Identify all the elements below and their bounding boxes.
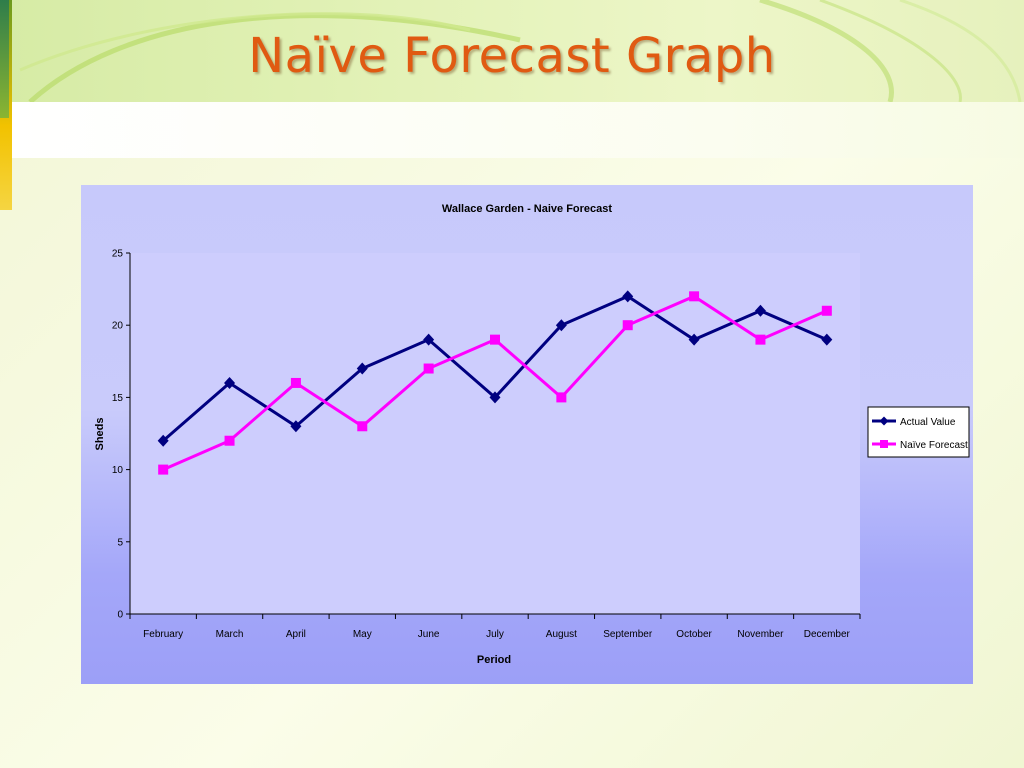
forecast-point — [224, 435, 235, 446]
actual-point — [622, 290, 634, 303]
x-tick-label: July — [486, 629, 504, 640]
actual-point — [423, 333, 435, 346]
line-chart: Wallace Garden - Naive Forecast 0 5 10 15 20… — [94, 203, 970, 666]
actual-point — [821, 333, 833, 346]
x-axis-label: Period — [477, 654, 511, 666]
x-tick-label: August — [546, 629, 577, 640]
actual-point — [489, 391, 501, 404]
actual-point — [688, 333, 700, 346]
y-tick-label: 5 — [117, 537, 123, 548]
actual-point — [754, 304, 766, 317]
white-panel — [12, 102, 1024, 158]
forecast-point — [622, 320, 633, 331]
actual-point — [555, 319, 567, 332]
actual-point — [356, 362, 368, 375]
legend: Actual Value Naïve Forecast — [867, 406, 970, 458]
y-ticks: 0 5 10 15 20 25 — [112, 249, 130, 621]
legend-label-actual: Actual Value — [900, 417, 956, 428]
actual-point — [157, 434, 169, 447]
legend-box — [867, 406, 970, 458]
x-tick-label: April — [286, 629, 306, 640]
x-tick-label: February — [143, 629, 183, 640]
header-band — [0, 0, 1024, 102]
x-ticks: February March April May June July August Septe… — [129, 614, 861, 640]
decorative-swooshes — [19, 0, 1022, 102]
forecast-point — [290, 377, 301, 388]
forecast-point — [423, 363, 434, 374]
actual-point — [290, 420, 302, 433]
forecast-point — [821, 305, 832, 316]
forecast-point — [689, 291, 700, 302]
legend-marker-actual — [879, 416, 889, 426]
y-axis-label: Sheds — [94, 417, 106, 450]
forecast-point — [357, 421, 368, 432]
x-tick-label: September — [603, 629, 653, 640]
chart-title: Wallace Garden - Naive Forecast — [442, 203, 612, 215]
chart-container: Wallace Garden - Naive Forecast 0 5 10 15 20… — [81, 185, 973, 684]
y-tick-label: 20 — [112, 321, 124, 332]
slide-title: Naïve Forecast Graph — [248, 28, 776, 84]
legend-marker-forecast — [880, 440, 888, 448]
x-tick-label: December — [804, 629, 851, 640]
y-tick-label: 0 — [117, 610, 123, 621]
forecast-point — [755, 334, 766, 345]
x-tick-label: October — [676, 629, 712, 640]
forecast-point — [490, 334, 500, 345]
plot-area — [130, 253, 860, 614]
side-accent-bar-dark — [0, 0, 9, 118]
series-layer — [157, 290, 833, 475]
forecast-point — [158, 464, 169, 475]
legend-label-forecast: Naïve Forecast — [900, 440, 968, 451]
y-tick-label: 10 — [112, 465, 124, 476]
x-tick-label: June — [418, 629, 440, 640]
x-tick-label: November — [737, 629, 784, 640]
actual-point — [224, 376, 236, 389]
x-tick-label: May — [353, 629, 372, 640]
y-tick-label: 25 — [112, 249, 124, 260]
forecast-point — [556, 392, 567, 403]
y-tick-label: 15 — [112, 393, 124, 404]
x-tick-label: March — [216, 629, 244, 640]
